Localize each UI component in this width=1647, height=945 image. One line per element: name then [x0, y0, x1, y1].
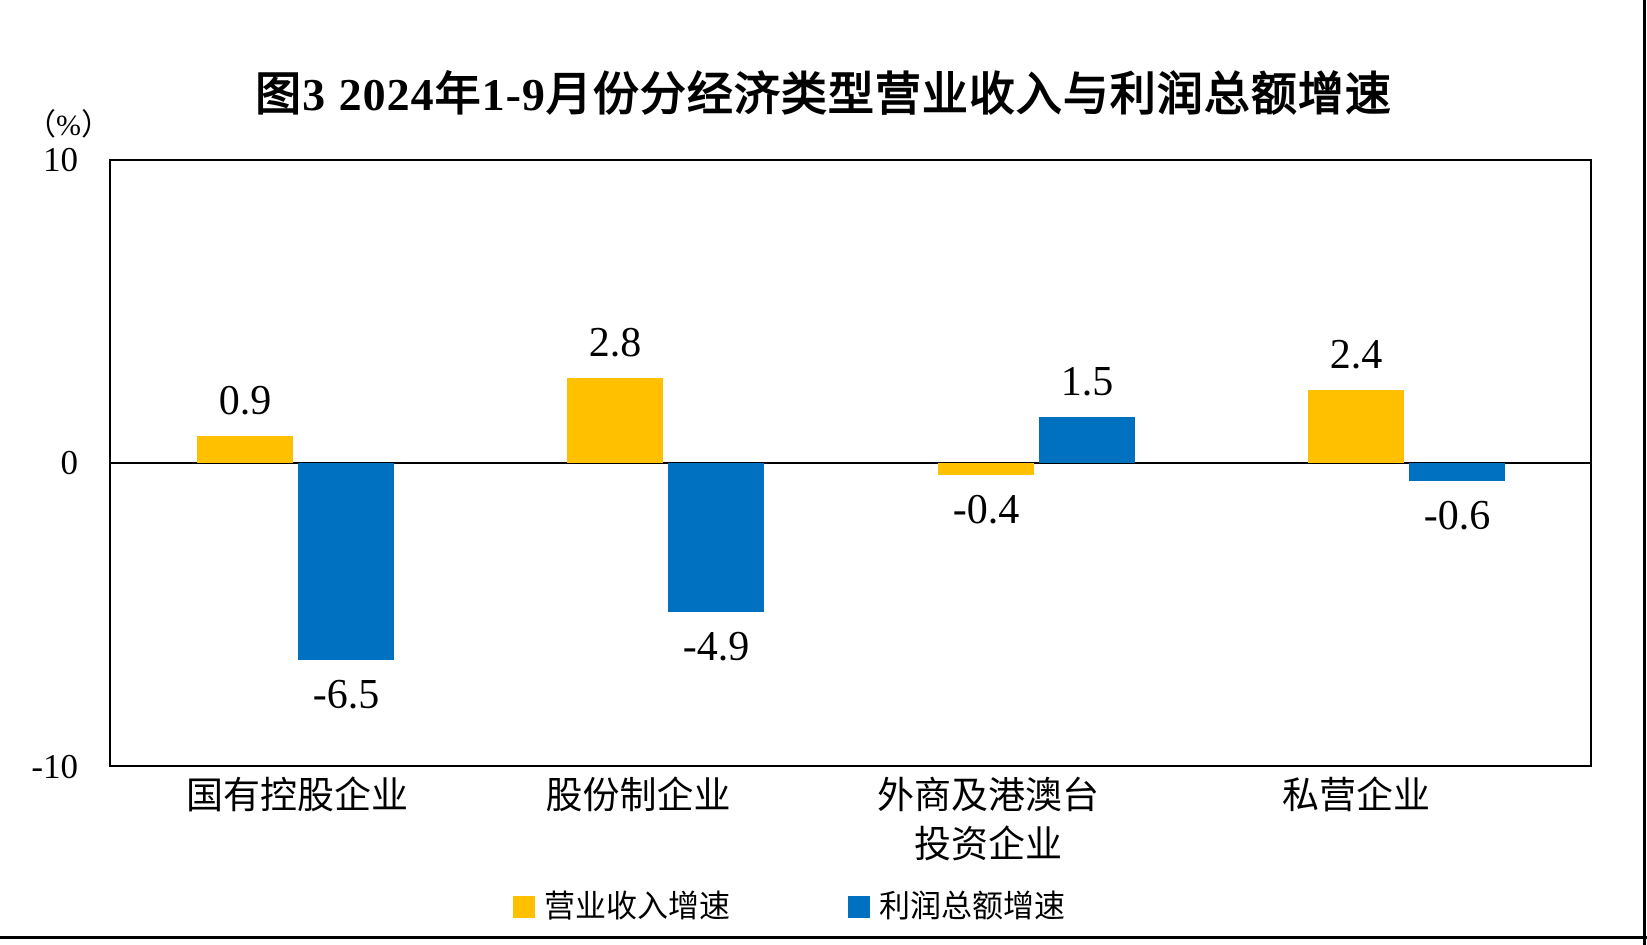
bar-value-label: 2.4 [1329, 332, 1383, 378]
y-tick-label: 10 [43, 139, 78, 179]
y-tick-label: -10 [31, 746, 78, 786]
y-axis-unit-label: （%） [26, 109, 111, 142]
profit-bar [1409, 463, 1505, 481]
profit-bar [298, 463, 394, 660]
bar-value-label: 0.9 [218, 378, 272, 424]
legend-label-revenue: 营业收入增速 [544, 889, 730, 924]
revenue-bar [938, 463, 1034, 475]
bar-value-label: -0.4 [952, 487, 1020, 533]
legend-item-revenue: 营业收入增速 [513, 891, 730, 923]
profit-bar [1039, 417, 1135, 463]
x-category-label: 私营企业 [1282, 776, 1430, 817]
legend-swatch-revenue [513, 896, 535, 918]
revenue-bar [1308, 390, 1404, 463]
legend-item-profit: 利润总额增速 [848, 891, 1065, 923]
bar-value-label: 2.8 [588, 320, 642, 366]
x-category-label: 股份制企业 [545, 776, 731, 817]
revenue-bar [567, 378, 663, 463]
bar-value-label: -0.6 [1423, 493, 1491, 539]
zero-axis-line [110, 462, 1592, 464]
legend-swatch-profit [848, 896, 870, 918]
table-border-right [1643, 0, 1646, 945]
x-category-label: 国有控股企业 [186, 776, 408, 817]
y-tick-label: 0 [60, 443, 79, 482]
legend-label-profit: 利润总额增速 [879, 889, 1065, 924]
bar-value-label: -6.5 [312, 672, 380, 718]
profit-bar [668, 463, 764, 612]
bar-value-label: -4.9 [682, 624, 750, 670]
chart-title: 图3 2024年1-9月份分经济类型营业收入与利润总额增速 [255, 69, 1392, 120]
bar-value-label: 1.5 [1060, 359, 1114, 405]
x-category-label: 外商及港澳台 投资企业 [877, 776, 1099, 866]
table-border-bottom [0, 936, 1647, 939]
revenue-bar [197, 436, 293, 463]
